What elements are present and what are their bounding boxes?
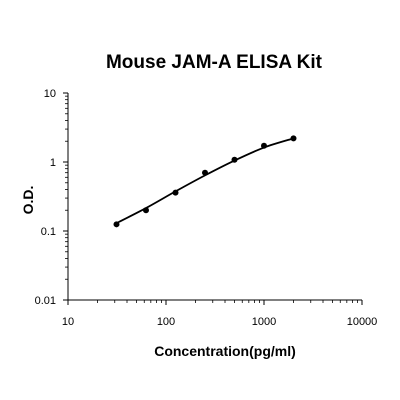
- y-tick-label: 0.1: [41, 226, 56, 238]
- data-point: [261, 142, 267, 149]
- x-tick-label: 100: [157, 316, 175, 328]
- y-axis-label: O.D.: [20, 186, 36, 215]
- data-point: [290, 135, 297, 142]
- x-tick-label: 10000: [347, 316, 378, 328]
- data-point: [142, 207, 149, 214]
- x-axis-label: Concentration(pg/ml): [154, 343, 296, 359]
- data-points: [113, 135, 297, 228]
- data-point: [113, 221, 120, 228]
- y-tick-label: 1: [50, 157, 56, 169]
- y-tick-label: 0.01: [35, 295, 56, 307]
- data-point: [231, 156, 238, 163]
- y-tick-labels: 0.01 0.1 1 10: [35, 88, 56, 307]
- x-tick-label: 10: [62, 316, 74, 328]
- plot-axes: [63, 92, 363, 305]
- data-point: [172, 189, 179, 196]
- x-tick-labels: 10 100 1000 10000: [62, 316, 377, 328]
- chart-title: Mouse JAM-A ELISA Kit: [106, 52, 323, 73]
- y-tick-label: 10: [44, 88, 56, 100]
- data-point: [201, 169, 208, 176]
- x-tick-label: 1000: [252, 316, 276, 328]
